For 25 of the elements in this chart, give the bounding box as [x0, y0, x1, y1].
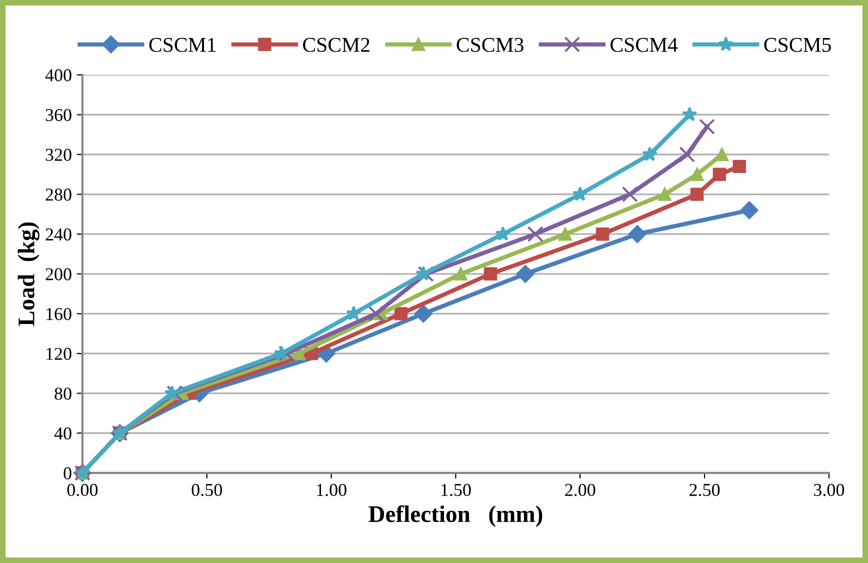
legend-label: CSCM4 — [610, 38, 678, 52]
y-tick-label: 360 — [46, 108, 72, 122]
y-tick-label: 280 — [46, 188, 72, 201]
x-tick-label: 1.00 — [317, 484, 346, 496]
x-tick-label: 1.50 — [441, 484, 471, 496]
y-tick-label: 120 — [46, 348, 72, 360]
y-tick-label: 240 — [46, 228, 72, 241]
y-tick-label: 400 — [45, 69, 72, 82]
x-tick-label: 3.00 — [814, 484, 844, 496]
x-axis-title: Deflection (mm) — [368, 505, 542, 527]
y-tick-label: 0 — [64, 467, 72, 480]
x-tick-label: 0.00 — [67, 484, 98, 496]
x-tick-label: 0.50 — [192, 484, 222, 496]
y-axis-title: Load (kg) — [18, 222, 40, 326]
y-tick-label: 200 — [46, 268, 72, 280]
legend-label: CSCM2 — [303, 38, 370, 52]
y-tick-label: 40 — [54, 427, 72, 440]
y-tick-label: 80 — [54, 388, 72, 400]
x-tick-label: 2.50 — [690, 484, 720, 496]
legend-label: CSCM1 — [149, 38, 216, 52]
x-tick-label: 2.00 — [565, 484, 596, 496]
y-tick-label: 320 — [46, 148, 72, 161]
y-tick-label: 160 — [46, 308, 72, 320]
legend-label: CSCM5 — [764, 38, 831, 52]
legend-label: CSCM3 — [456, 38, 524, 52]
